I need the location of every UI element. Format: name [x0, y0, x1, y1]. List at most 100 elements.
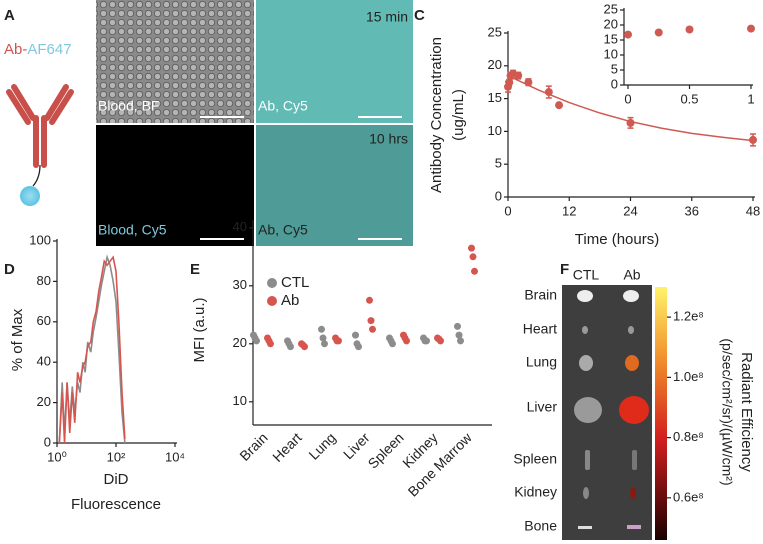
x-axis-label: Time (hours) — [575, 231, 659, 248]
data-point — [352, 331, 359, 339]
x-tick-label: 36 — [685, 203, 699, 218]
data-point — [454, 322, 461, 330]
row-label: Liver — [527, 399, 558, 415]
data-point — [318, 325, 325, 333]
image-caption: Ab, Cy5 — [258, 222, 308, 238]
y-tick-label: 0 — [611, 76, 618, 91]
histogram-line — [58, 255, 126, 444]
inset-point — [624, 30, 632, 39]
data-point — [355, 343, 362, 351]
data-point — [389, 340, 396, 348]
y-tick-label: 20 — [233, 335, 247, 350]
time-label: 10 hrs — [369, 131, 408, 147]
colorbar-tick-label: 1.2e⁸ — [673, 309, 704, 324]
y-tick-label: 15 — [488, 90, 502, 105]
image-bf — [96, 0, 254, 123]
x-tick-label: Brain — [236, 429, 270, 463]
image-blood-cy5 — [96, 125, 254, 246]
colorbar — [655, 287, 667, 540]
y-axis-label: (ug/mL) — [450, 89, 467, 141]
legend-marker — [267, 278, 277, 288]
x-tick-label: Spleen — [365, 429, 407, 471]
data-point — [403, 337, 410, 345]
image-ab-cy5 — [256, 125, 413, 246]
y-tick-label: 80 — [37, 273, 51, 288]
row-label: Lung — [526, 354, 557, 370]
image-caption: Blood, Cy5 — [98, 222, 167, 238]
y-tick-label: 15 — [604, 31, 618, 46]
data-point — [369, 325, 376, 333]
y-tick-label: 10 — [488, 123, 502, 138]
antibody-label: Ab-AF647 — [4, 41, 72, 58]
dye-blob — [20, 186, 40, 206]
legend-label: CTL — [281, 274, 309, 291]
y-tick-label: 40 — [37, 354, 51, 369]
y-tick-label: 5 — [611, 61, 618, 76]
time-label: 15 min — [366, 9, 408, 25]
x-tick-label: 1 — [747, 91, 754, 106]
data-point — [455, 331, 463, 339]
colorbar-tick-label: 1.0e⁸ — [673, 369, 704, 384]
y-axis-label: Antibody Concentration — [428, 37, 445, 193]
panel-letter: D — [4, 261, 15, 278]
colorbar-title: Radiant Efficiency — [738, 352, 755, 472]
antibody-icon — [6, 84, 74, 168]
data-point — [468, 244, 475, 252]
y-tick-label: 40 — [233, 219, 247, 234]
x-tick-label: Heart — [269, 429, 305, 465]
y-tick-label: 20 — [604, 16, 618, 31]
dye-name: AF647 — [27, 41, 71, 58]
data-point — [749, 135, 757, 144]
column-label: Ab — [623, 267, 640, 283]
panel-letter: A — [4, 7, 15, 24]
data-point — [321, 340, 328, 348]
colorbar-tick-label: 0.8e⁸ — [673, 429, 704, 444]
data-point — [457, 337, 464, 345]
image-caption: Ab, Cy5 — [258, 98, 308, 114]
data-point — [471, 267, 478, 275]
x-tick-label: 0.5 — [680, 91, 698, 106]
y-tick-label: 10 — [604, 46, 618, 61]
data-point — [524, 78, 533, 87]
data-point — [287, 343, 294, 351]
legend-marker — [267, 296, 277, 306]
row-label: Bone — [524, 518, 557, 534]
y-tick-label: 20 — [488, 57, 502, 72]
colorbar-tick-label: 0.6e⁸ — [673, 489, 704, 504]
y-axis-label: % of Max — [9, 308, 26, 371]
organ-signals — [574, 290, 649, 529]
y-tick-label: 100 — [29, 232, 51, 247]
data-point — [253, 337, 260, 345]
y-tick-label: 0 — [495, 188, 502, 203]
data-point — [505, 78, 514, 87]
inset-point — [654, 28, 663, 37]
y-tick-label: 30 — [233, 277, 247, 292]
y-tick-label: 60 — [37, 313, 51, 328]
x-tick-label: 24 — [623, 203, 637, 218]
x-tick-label: 10⁴ — [165, 449, 185, 464]
x-axis-label: Fluorescence — [71, 496, 161, 513]
inset-point — [685, 25, 694, 34]
linker — [32, 164, 41, 187]
data-point — [319, 334, 327, 342]
data-point — [555, 101, 564, 110]
data-point — [335, 337, 342, 345]
data-point — [626, 118, 635, 127]
inset-point — [747, 24, 755, 33]
x-tick-label: 48 — [746, 203, 760, 218]
x-tick-label: 12 — [562, 203, 576, 218]
colorbar-units: (p/sec/cm²/sr)/(µW/cm²) — [719, 338, 735, 485]
row-label: Heart — [523, 321, 557, 337]
x-tick-label: 10⁰ — [47, 449, 67, 464]
data-point — [367, 317, 375, 325]
y-tick-label: 25 — [604, 1, 618, 16]
row-label: Kidney — [514, 484, 557, 500]
x-tick-label: 0 — [624, 91, 631, 106]
data-point — [469, 253, 477, 261]
panel-letter: E — [190, 261, 200, 278]
panel-letter: C — [414, 7, 425, 24]
data-point — [301, 343, 308, 351]
y-tick-label: 25 — [488, 24, 502, 39]
x-tick-label: 0 — [504, 203, 511, 218]
